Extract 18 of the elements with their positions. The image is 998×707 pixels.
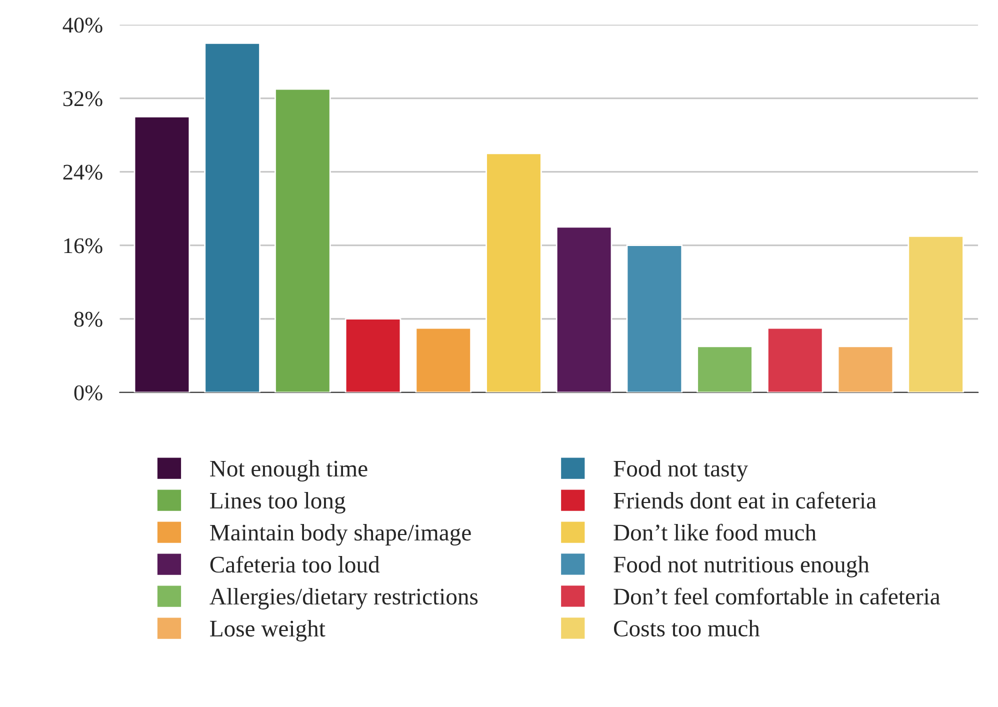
legend-label: Lines too long [210,492,346,514]
legend-label: Costs too much [614,620,760,636]
legend-label: Lose weight [210,620,326,642]
y-tick-label: 16% [64,238,102,254]
y-tick-label: 40% [62,18,102,33]
y-tick-label: 0% [74,385,102,400]
legend-label: Food not tasty [614,460,748,482]
legend-label: Don’t feel comfortable in cafeteria [614,588,940,605]
legend-label: Friends dont eat in cafeteria [614,492,876,509]
legend-label: Allergies/dietary restrictions [210,588,478,610]
y-tick-label: 8% [74,312,102,327]
legend-label: Not enough time [210,460,368,482]
legend-label: Cafeteria too loud [210,556,380,573]
legend-label: Maintain body shape/image [210,524,471,546]
y-tick-label: 32% [63,91,102,106]
y-tick-label: 24% [63,164,102,180]
legend-label: Food not nutritious enough [614,556,870,578]
legend-label: Don’t like food much [614,524,816,541]
